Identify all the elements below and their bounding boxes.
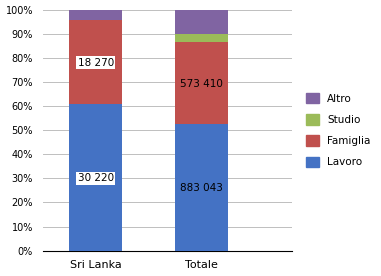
Bar xyxy=(175,10,228,34)
Bar xyxy=(175,42,228,124)
Text: 573 410: 573 410 xyxy=(180,79,223,89)
Text: 18 270: 18 270 xyxy=(78,58,114,68)
Text: 883 043: 883 043 xyxy=(180,183,223,193)
Text: 30 220: 30 220 xyxy=(78,173,114,183)
Bar xyxy=(175,124,228,251)
Bar xyxy=(69,20,122,104)
Legend: Altro, Studio, Famiglia, Lavoro: Altro, Studio, Famiglia, Lavoro xyxy=(302,89,375,172)
Bar xyxy=(69,104,122,251)
Bar xyxy=(175,34,228,42)
Bar xyxy=(69,10,122,20)
